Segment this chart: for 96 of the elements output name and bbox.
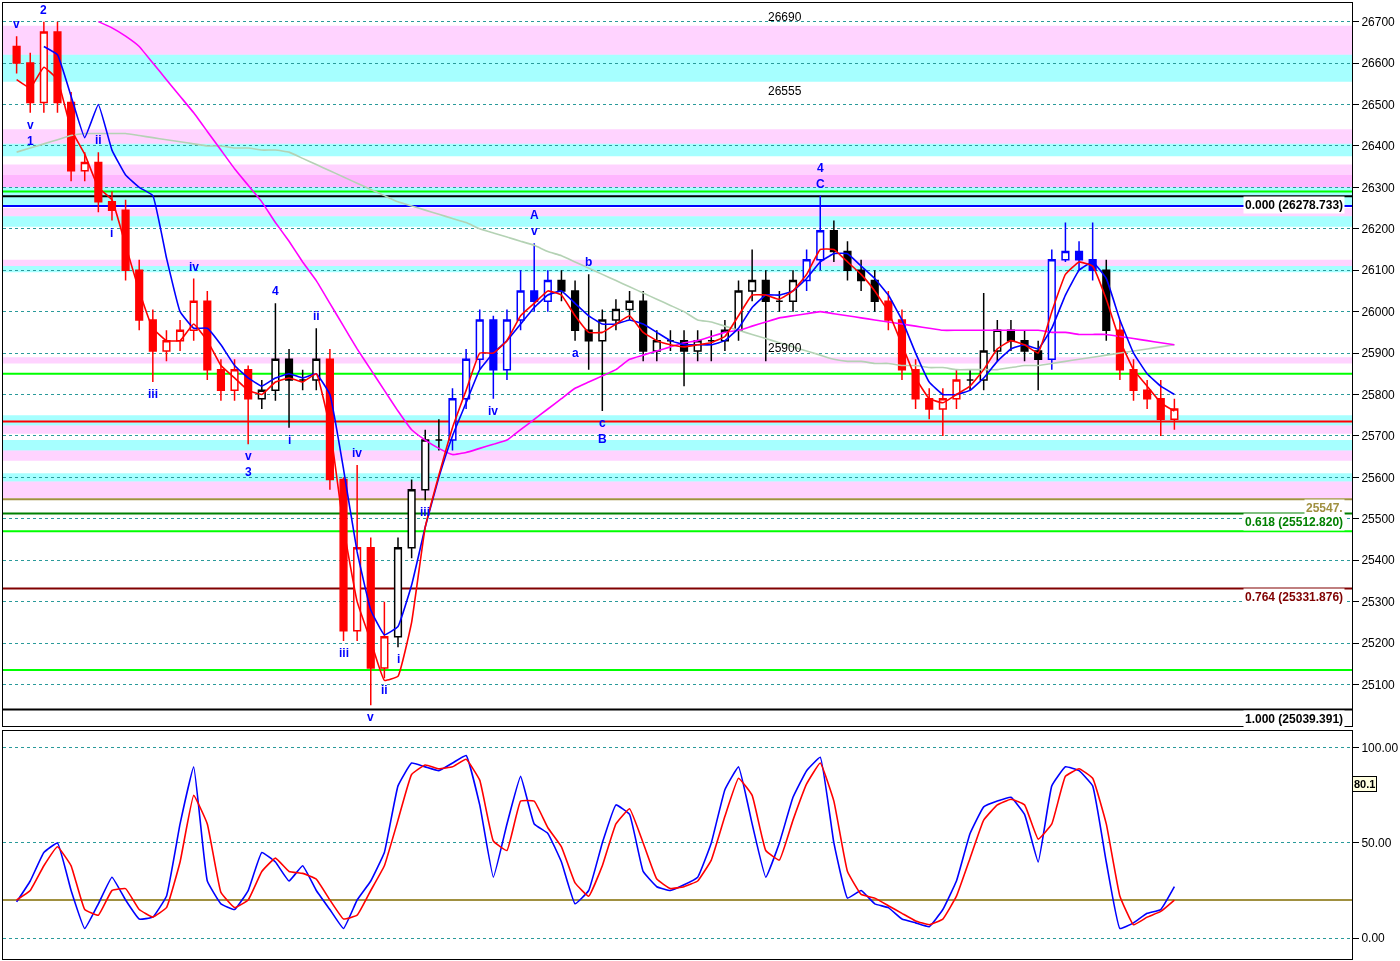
y-tick-label: 26700 [1361,14,1396,29]
y-tick-label: 26100 [1361,263,1396,278]
candlestick [298,368,307,392]
text: iv [488,404,499,418]
candlestick [216,358,226,402]
text: iv [352,446,363,460]
candlestick [639,290,648,363]
y-tick-label: 26400 [1361,139,1396,154]
candlestick [1061,221,1070,263]
candlestick [339,476,348,642]
candlestick [516,269,525,332]
candlestick [12,35,21,75]
candlestick [407,478,416,559]
candlestick [162,329,171,363]
text: v 1 [27,118,34,148]
y-tick-label: 26200 [1361,221,1396,236]
y-tick-label: 100.00 [1361,741,1399,756]
candlestick [121,199,130,282]
text: 2 [40,3,47,17]
text: i [110,226,114,240]
line-series [15,132,1176,371]
candlestick [502,308,512,381]
text: ii [381,683,388,697]
candlestick [175,319,185,352]
candlestick [271,302,280,402]
text: ii [313,309,320,323]
y-tick-label: 25600 [1361,470,1396,485]
text: A v [530,208,539,238]
candlestick [625,290,634,321]
candlestick [1047,248,1056,371]
candlestick [952,368,961,410]
ref-line-label: 1.000 (25039.391) [1245,712,1344,726]
candlestick [761,269,770,363]
band-label: 26555 [768,84,802,98]
candlestick [1143,379,1152,410]
text: ii [95,133,102,147]
candlestick [829,219,838,263]
ref-line-label: 0.000 (26278.733) [1245,198,1344,212]
candlestick [1034,339,1043,392]
y-tick-label: 25300 [1361,594,1396,609]
text: v [13,17,20,31]
candlestick [598,308,607,412]
text: iii [148,387,159,401]
candlestick [965,368,975,392]
text: 4 C [816,161,825,191]
text: v 3 [245,449,252,479]
candlestick [203,290,212,381]
y-tick-label: 25100 [1361,677,1396,692]
candlestick [652,329,661,363]
candlestick [557,269,566,303]
band-label: 26690 [768,10,802,24]
candlestick [788,269,798,313]
y-tick-label: 50.00 [1361,836,1392,851]
y-tick-label: 25400 [1361,553,1396,568]
y-tick-label: 0.00 [1361,931,1386,946]
ref-line-label: 25547. [1306,501,1343,515]
text: a [572,346,579,360]
candlestick [475,308,484,371]
candlestick [775,290,784,313]
candlestick [611,298,621,332]
candlestick [489,315,498,400]
y-tick-label: 26500 [1361,97,1396,112]
y-tick-label: 26000 [1361,304,1396,319]
text: i [288,433,292,447]
ref-line-label: 0.764 (25331.876) [1245,590,1344,604]
candlestick [1129,358,1138,402]
y-tick-label: 25800 [1361,387,1396,402]
y-tick-label: 26600 [1361,56,1396,71]
band-label: 25900 [768,341,802,355]
candlestick [530,242,539,313]
candlestick [421,428,430,501]
y-tick-label: 26300 [1361,180,1396,195]
candlestick [135,259,144,332]
text: b [585,255,593,269]
candlestick [393,536,403,648]
candlestick [284,348,294,429]
y-tick-label: 25900 [1361,346,1396,361]
candlestick [584,273,593,371]
candlestick [94,151,103,213]
candlestick [148,308,157,383]
candlestick [230,358,239,402]
candlestick [707,329,716,363]
text: iii [339,646,350,660]
y-tick-label: 25200 [1361,636,1396,651]
text: v [367,710,374,724]
candlestick [434,418,443,452]
text: i [397,652,401,666]
candlestick [107,190,117,222]
y-tick-label: 25700 [1361,429,1396,444]
candlestick [748,248,757,303]
text: 80.1 [1354,778,1376,790]
text: iv [189,260,200,274]
y-tick-label: 25500 [1361,511,1396,526]
text: 4 [272,284,279,298]
candlestick [1074,240,1084,271]
ref-line-label: 0.618 (25512.820) [1245,515,1344,529]
